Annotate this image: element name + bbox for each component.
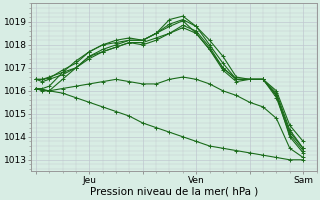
X-axis label: Pression niveau de la mer( hPa ): Pression niveau de la mer( hPa ) <box>90 187 258 197</box>
